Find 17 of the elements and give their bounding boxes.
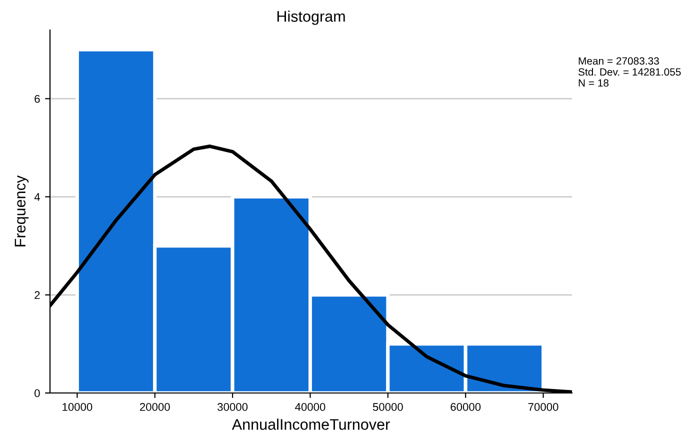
x-tick-label: 20000 bbox=[140, 403, 170, 411]
x-tick-label: 40000 bbox=[295, 403, 326, 411]
text: Mean = 27083.33 bbox=[578, 57, 659, 65]
y-tick-label: 4 bbox=[34, 193, 40, 201]
x-tick-label: 70000 bbox=[528, 403, 558, 411]
text: N = 18 bbox=[578, 79, 609, 87]
x-tick-label: 50000 bbox=[372, 403, 403, 411]
chart-title: Histogram bbox=[277, 10, 345, 25]
y-axis-title: Frequency bbox=[14, 175, 29, 246]
text: Std. Dev. = 14281.055 bbox=[578, 68, 681, 76]
x-tick-label: 10000 bbox=[62, 403, 92, 411]
x-axis-title: AnnualIncomeTurnover bbox=[232, 418, 390, 430]
y-tick-label: 6 bbox=[34, 94, 40, 103]
x-tick-label: 30000 bbox=[218, 403, 248, 411]
y-tick-label: 0 bbox=[34, 389, 40, 398]
y-tick-label: 2 bbox=[34, 291, 40, 299]
x-tick-label: 60000 bbox=[450, 403, 481, 411]
